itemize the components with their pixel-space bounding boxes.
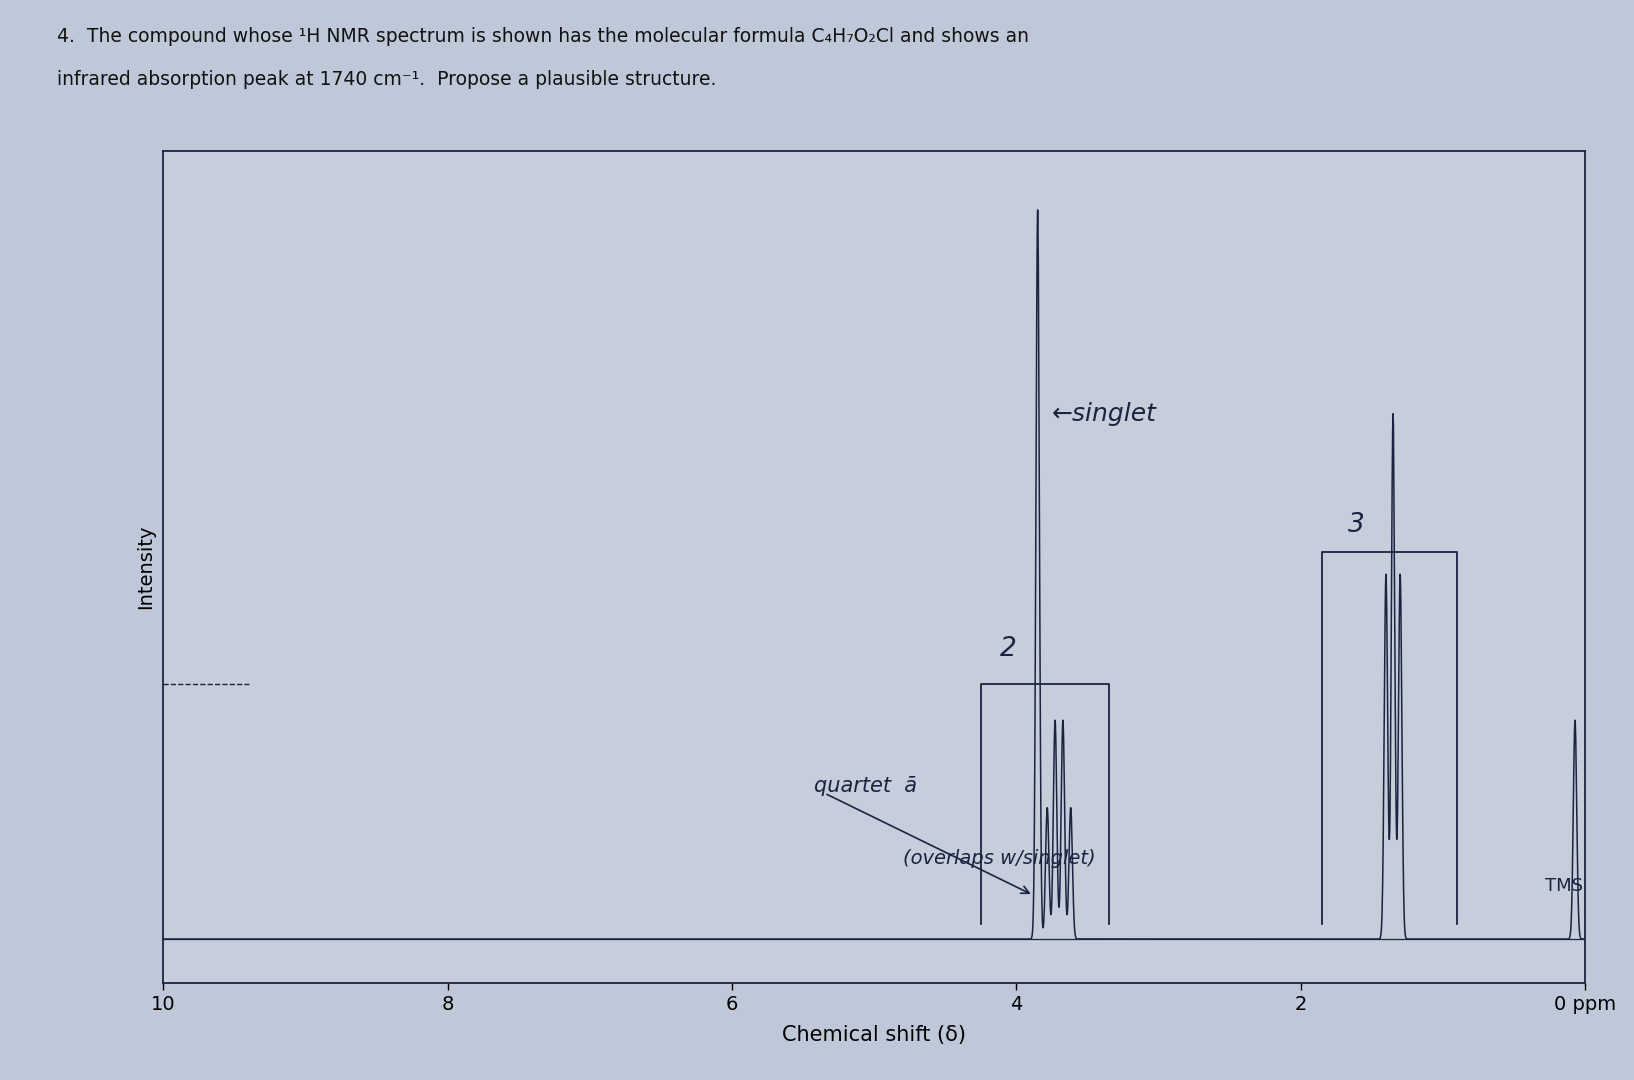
Text: (overlaps w/singlet): (overlaps w/singlet)	[902, 849, 1095, 868]
Text: 2: 2	[1000, 636, 1016, 662]
Text: TMS: TMS	[1546, 877, 1583, 895]
X-axis label: Chemical shift (δ): Chemical shift (δ)	[783, 1025, 966, 1044]
Text: infrared absorption peak at 1740 cm⁻¹.  Propose a plausible structure.: infrared absorption peak at 1740 cm⁻¹. P…	[57, 70, 717, 90]
Text: 3: 3	[1348, 512, 1364, 538]
Y-axis label: Intensity: Intensity	[136, 525, 155, 609]
Text: ←singlet: ←singlet	[1052, 402, 1157, 426]
Text: quartet  ā: quartet ā	[814, 775, 917, 796]
Text: 4.  The compound whose ¹H NMR spectrum is shown has the molecular formula C₄H₇O₂: 4. The compound whose ¹H NMR spectrum is…	[57, 27, 1029, 46]
